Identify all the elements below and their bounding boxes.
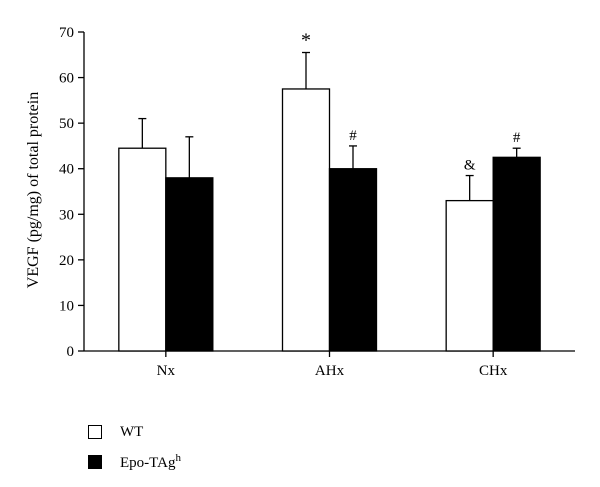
legend-swatch-wt bbox=[88, 425, 102, 439]
bar bbox=[281, 88, 331, 352]
x-axis: Nx AHx CHx bbox=[84, 350, 575, 379]
x-tick-label: Nx bbox=[157, 363, 176, 379]
bar bbox=[165, 177, 214, 352]
legend-swatch-epo bbox=[88, 455, 102, 469]
legend-item-epo: Epo-TAgh bbox=[88, 450, 181, 474]
legend-label-wt: WT bbox=[120, 423, 144, 440]
significance-marker: * bbox=[301, 30, 311, 52]
y-tick-label: 20 bbox=[59, 253, 74, 269]
y-tick-label: 30 bbox=[59, 207, 74, 223]
y-tick-label: 10 bbox=[59, 298, 74, 314]
bar bbox=[492, 156, 541, 352]
legend-label-epo: Epo-TAgh bbox=[120, 452, 181, 471]
y-tick-label: 50 bbox=[59, 116, 74, 132]
significance-marker: & bbox=[464, 158, 476, 174]
y-tick-label: 40 bbox=[59, 162, 74, 178]
bar-chart: 0 10 20 30 40 50 60 70 Nx AHx CHx * # & # VEGF (pg/m… bbox=[25, 25, 575, 379]
y-tick-label: 60 bbox=[59, 71, 74, 87]
y-axis: 0 10 20 30 40 50 60 70 bbox=[59, 25, 85, 360]
y-tick-label: 70 bbox=[59, 25, 74, 41]
x-tick-label: AHx bbox=[315, 363, 345, 379]
significance-marker: # bbox=[513, 130, 521, 146]
bar bbox=[328, 168, 378, 352]
y-tick-label: 0 bbox=[67, 344, 75, 360]
bar bbox=[118, 147, 167, 352]
bar bbox=[445, 199, 494, 352]
significance-marker: # bbox=[349, 128, 357, 144]
y-axis-label: VEGF (pg/mg) of total protein bbox=[25, 92, 42, 288]
bars: * # & # bbox=[118, 30, 541, 352]
legend-item-wt: WT bbox=[88, 420, 181, 444]
x-tick-label: CHx bbox=[479, 363, 508, 379]
legend: WT Epo-TAgh bbox=[88, 420, 181, 480]
